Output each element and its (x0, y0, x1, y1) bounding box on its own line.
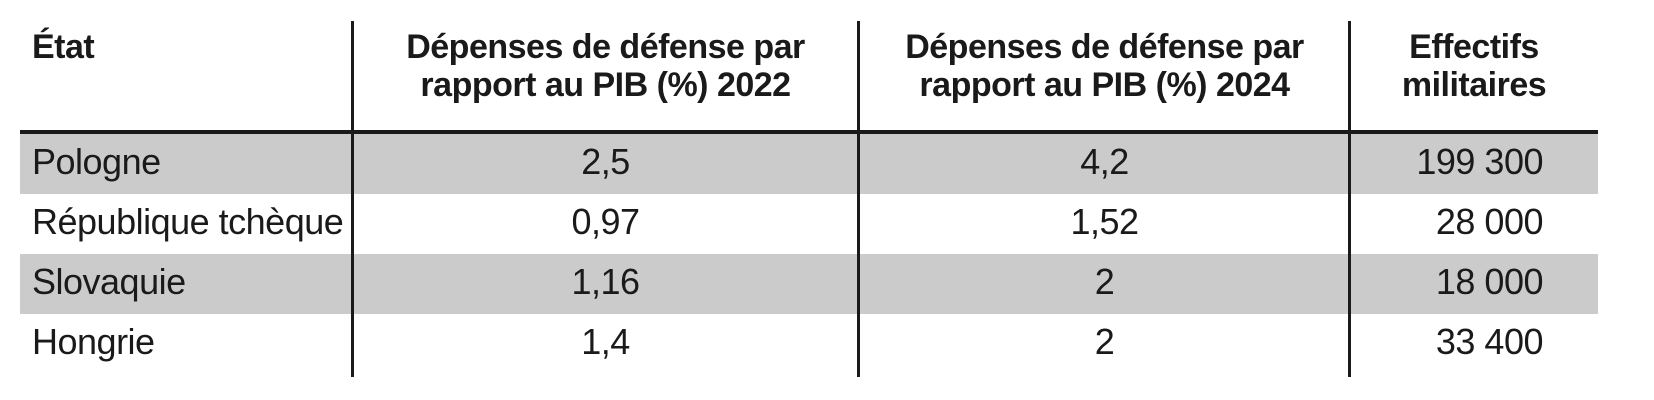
cell-pib-2022: 0,97 (571, 201, 640, 242)
table-header: État Dépenses de défense par rapport au … (20, 20, 1598, 134)
header-rule (20, 130, 1598, 134)
cell-pib-2024: 4,2 (1080, 141, 1129, 182)
cell-pib-2022: 1,4 (581, 321, 630, 362)
col-header-etat: État (20, 20, 352, 134)
header-line: militaires (1401, 66, 1547, 104)
col-header-pib-2022: Dépenses de défense par rapport au PIB (… (352, 20, 859, 134)
cell-etat: Pologne (32, 141, 161, 182)
table-row-slovaquie: Slovaquie 1,16 2 18 000 (20, 254, 1598, 314)
header-line: rapport au PIB (%) 2024 (919, 66, 1290, 104)
cell-etat: Slovaquie (32, 261, 186, 302)
cell-effectifs: 33 400 (1435, 321, 1544, 362)
cell-etat: Hongrie (32, 321, 155, 362)
cell-pib-2024: 2 (1094, 261, 1115, 302)
cell-pib-2024: 2 (1094, 321, 1115, 362)
column-divider (1348, 21, 1351, 377)
defense-spending-table: État Dépenses de défense par rapport au … (20, 20, 1598, 374)
header-line: Dépenses de défense par (406, 28, 805, 66)
header-line: État (32, 28, 95, 66)
header-line: rapport au PIB (%) 2022 (420, 66, 791, 104)
header-line: Dépenses de défense par (905, 28, 1304, 66)
cell-pib-2022: 1,16 (571, 261, 640, 302)
cell-effectifs: 199 300 (1416, 141, 1543, 182)
table-row-pologne: Pologne 2,5 4,2 199 300 (20, 134, 1598, 194)
header-line: Effectifs (1409, 28, 1539, 66)
table-row-republique-tcheque: République tchèque 0,97 1,52 28 000 (20, 194, 1598, 254)
cell-pib-2024: 1,52 (1070, 201, 1139, 242)
header-row: État Dépenses de défense par rapport au … (20, 20, 1598, 134)
cell-etat: République tchèque (32, 201, 344, 242)
cell-effectifs: 28 000 (1435, 201, 1544, 242)
col-header-effectifs: Effectifs militaires (1350, 20, 1598, 134)
column-divider (857, 21, 860, 377)
column-divider (351, 21, 354, 377)
cell-pib-2022: 2,5 (581, 141, 630, 182)
col-header-pib-2024: Dépenses de défense par rapport au PIB (… (859, 20, 1350, 134)
table-body: Pologne 2,5 4,2 199 300 République tchèq… (20, 134, 1598, 374)
table-row-hongrie: Hongrie 1,4 2 33 400 (20, 314, 1598, 374)
cell-effectifs: 18 000 (1435, 261, 1544, 302)
